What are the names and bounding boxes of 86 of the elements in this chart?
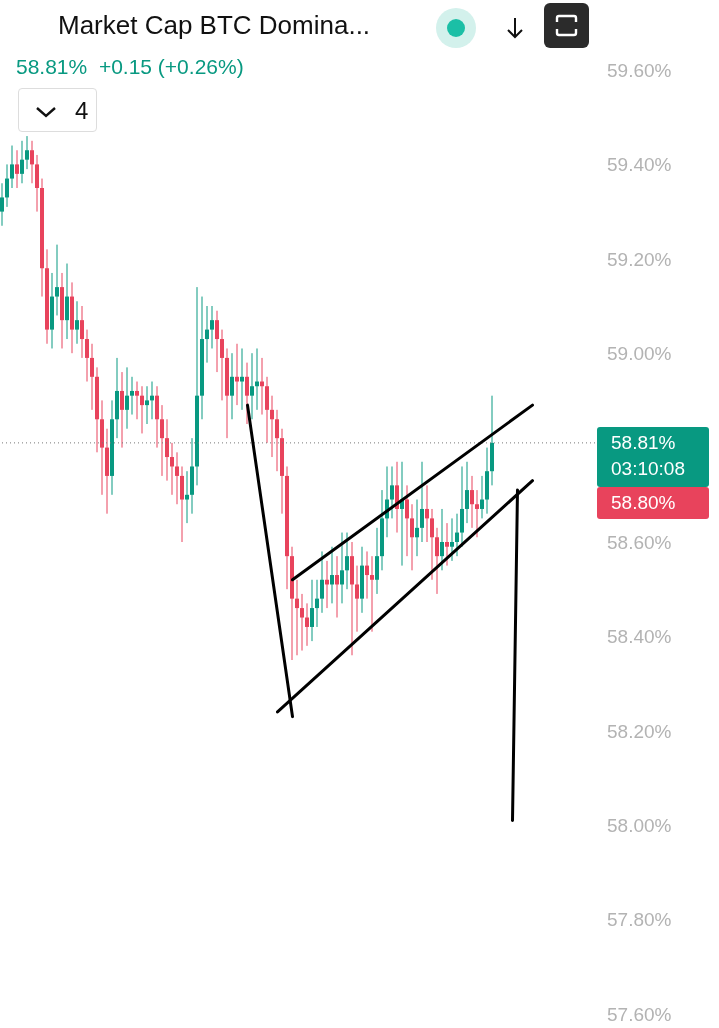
candlestick <box>375 527 379 595</box>
candlestick <box>75 300 79 345</box>
y-tick-label: 58.40% <box>607 626 672 648</box>
candlestick <box>300 593 304 652</box>
candlestick <box>10 145 14 189</box>
candlestick <box>80 305 84 359</box>
candlestick <box>450 517 454 562</box>
candlestick <box>175 451 179 505</box>
candlestick <box>435 527 439 595</box>
candlestick <box>135 381 139 420</box>
candlestick <box>220 329 224 401</box>
candlestick <box>0 182 4 227</box>
candlestick <box>235 343 239 406</box>
candlestick <box>85 329 89 383</box>
text: 58.80% <box>597 486 709 519</box>
candlestick <box>125 366 129 430</box>
candlestick <box>245 362 249 425</box>
text: 03:10:08 <box>611 456 686 481</box>
candlestick <box>480 475 484 519</box>
candlestick <box>370 555 374 633</box>
candlestick <box>405 484 409 557</box>
candlestick <box>330 546 334 604</box>
candlestick <box>465 461 469 524</box>
candlestick <box>420 461 424 543</box>
candlestick <box>170 442 174 496</box>
candlestick <box>345 532 349 590</box>
candlestick <box>440 508 444 571</box>
candlestick <box>160 404 164 477</box>
candlestick <box>215 310 219 373</box>
y-tick-label: 58.20% <box>607 720 672 742</box>
candlestick <box>305 602 309 647</box>
y-tick-label: 58.00% <box>607 814 672 836</box>
candlestick <box>310 579 314 642</box>
candlestick <box>270 395 274 458</box>
candlestick <box>230 352 234 420</box>
candlestick <box>35 154 39 213</box>
y-tick-label: 58.60% <box>607 531 672 553</box>
candlestick <box>415 499 419 557</box>
candlestick <box>30 140 34 184</box>
y-tick-label: 59.00% <box>607 342 672 364</box>
candlestick <box>335 555 339 619</box>
candlestick <box>460 465 464 548</box>
candlestick <box>130 376 134 416</box>
candlestick <box>65 263 69 340</box>
candlestick <box>430 508 434 581</box>
ref-line-label: 58.81% <box>611 430 677 455</box>
candlestick <box>425 484 429 543</box>
candlestick <box>295 579 299 656</box>
candlestick <box>25 135 29 170</box>
candlestick <box>445 522 449 567</box>
candlestick <box>120 371 124 449</box>
candlestick <box>20 140 24 184</box>
candlestick <box>455 513 459 557</box>
candlestick <box>140 385 144 434</box>
y-tick-label: 57.60% <box>607 1003 672 1025</box>
candlestick <box>355 565 359 633</box>
candlestick <box>55 244 59 316</box>
candlestick <box>185 470 189 524</box>
y-tick-label: 59.40% <box>607 154 672 176</box>
candlestick <box>155 385 159 449</box>
candlestick <box>320 550 324 614</box>
candlestick <box>15 149 19 189</box>
candlestick <box>390 465 394 519</box>
candlestick <box>340 532 344 604</box>
candlestick <box>5 163 9 208</box>
candlestick <box>145 385 149 425</box>
y-tick-label: 59.60% <box>607 59 672 81</box>
annotation: 4 <box>75 97 89 125</box>
candlestick <box>90 343 94 411</box>
candlestick <box>275 409 279 472</box>
y-tick-label: 57.80% <box>607 909 672 931</box>
chart-subtitle: 58.81% +0.15 (+0.26%) <box>16 55 244 79</box>
candlestick <box>315 579 319 628</box>
candlestick <box>250 352 254 420</box>
candlestick <box>410 503 414 571</box>
candlestick <box>165 418 169 482</box>
y-tick-label: 59.20% <box>607 248 672 270</box>
candlestick <box>240 347 244 411</box>
candlestick <box>180 465 184 543</box>
candlestick <box>365 550 369 600</box>
candlestick <box>205 305 209 364</box>
candlestick <box>470 475 474 529</box>
candlestick <box>265 376 269 444</box>
candlestick <box>210 305 214 349</box>
chart-title: Market Cap BTC Domina... <box>58 10 371 41</box>
candlestick <box>475 489 479 538</box>
